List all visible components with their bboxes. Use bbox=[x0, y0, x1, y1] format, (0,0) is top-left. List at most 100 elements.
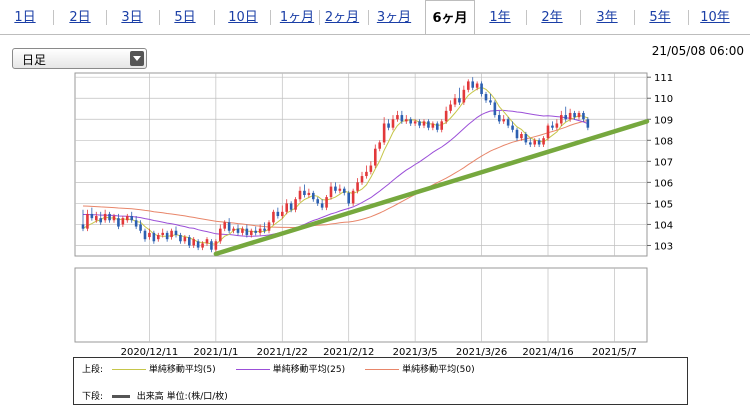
period-select[interactable]: 日足 bbox=[12, 48, 147, 69]
candle-body bbox=[475, 83, 479, 88]
candle-body bbox=[524, 134, 528, 143]
legend-swatch bbox=[111, 369, 146, 370]
candle-body bbox=[192, 239, 196, 246]
candle-body bbox=[365, 171, 368, 177]
candle-body bbox=[546, 125, 550, 139]
candle-body bbox=[418, 121, 421, 126]
candle-body bbox=[444, 110, 448, 122]
tab-3[interactable]: 3日 bbox=[121, 10, 143, 25]
tab-separator bbox=[579, 10, 581, 25]
candle-body bbox=[218, 228, 222, 242]
legend-lower-label: 下段: bbox=[82, 392, 104, 402]
candle-body bbox=[289, 203, 293, 210]
x-tick-label: 2021/3/5 bbox=[393, 347, 438, 358]
candle-body bbox=[117, 218, 120, 227]
candle-body bbox=[276, 211, 280, 217]
tab-1[interactable]: 1日 bbox=[14, 10, 36, 25]
tab-10[interactable]: 1年 bbox=[489, 10, 511, 25]
legend-item: 単純移動平均(5) bbox=[106, 362, 216, 375]
candle-body bbox=[338, 188, 342, 191]
candle-body bbox=[196, 241, 200, 248]
candle-body bbox=[520, 134, 523, 139]
tab-7[interactable]: 2ヶ月 bbox=[324, 10, 360, 25]
tab-9[interactable]: 6ヶ月 bbox=[425, 0, 475, 34]
tab-separator bbox=[52, 10, 54, 25]
y-tick-label: 108 bbox=[654, 136, 673, 147]
x-tick-label: 2021/1/22 bbox=[257, 347, 308, 358]
candle-body bbox=[325, 197, 328, 208]
candle-body bbox=[387, 123, 390, 128]
candle-body bbox=[502, 119, 506, 122]
candle-body bbox=[134, 220, 138, 227]
candle-body bbox=[183, 237, 187, 242]
tab-6[interactable]: 1ヶ月 bbox=[279, 10, 315, 25]
x-tick-label: 2020/12/11 bbox=[121, 347, 179, 358]
tab-12[interactable]: 3年 bbox=[596, 10, 618, 25]
tab-separator bbox=[319, 10, 320, 25]
candle-body bbox=[81, 224, 85, 229]
tab-13[interactable]: 5年 bbox=[649, 10, 671, 25]
candle-body bbox=[232, 228, 235, 231]
legend: 上段: 単純移動平均(5) 単純移動平均(25) 単純移動平均(50) 下段: 出来… bbox=[73, 357, 688, 405]
candle-body bbox=[152, 232, 156, 242]
legend-swatch bbox=[235, 369, 270, 370]
candle-body bbox=[86, 213, 89, 229]
candle-body bbox=[435, 123, 439, 130]
candle-body bbox=[431, 123, 435, 128]
period-tabs: 1日 2日 3日 5日 10日 1ヶ月 2ヶ月 3ヶ月 6ヶ月 1年 2年 3年 5年 10年 bbox=[0, 0, 750, 35]
tab-8[interactable]: 3ヶ月 bbox=[376, 10, 412, 25]
candle-body bbox=[311, 192, 315, 200]
candle-body bbox=[378, 142, 382, 149]
chevron-down-icon[interactable] bbox=[130, 51, 144, 66]
candle-body bbox=[210, 241, 213, 250]
tab-4[interactable]: 5日 bbox=[174, 10, 196, 25]
candle-body bbox=[249, 230, 253, 235]
trendline bbox=[213, 119, 650, 257]
candle-body bbox=[440, 121, 444, 130]
candle-body bbox=[280, 211, 284, 217]
price-panel-frame bbox=[74, 72, 648, 257]
timestamp: 21/05/08 06:00 bbox=[651, 44, 744, 58]
candle-body bbox=[484, 94, 488, 101]
candle-body bbox=[143, 230, 147, 240]
tab-5[interactable]: 10日 bbox=[228, 10, 258, 25]
candle-body bbox=[148, 232, 151, 238]
volume-panel-frame bbox=[74, 267, 648, 343]
candle-body bbox=[537, 140, 541, 145]
tab-separator bbox=[687, 10, 689, 25]
tab-separator bbox=[158, 10, 160, 25]
candle-body bbox=[94, 216, 98, 221]
legend-volume-label: 出来高 単位:(株/口/枚) bbox=[136, 392, 228, 402]
legend-upper-row: 上段: 単純移動平均(5) 単純移動平均(25) 単純移動平均(50) bbox=[82, 362, 489, 375]
legend-item-label: 単純移動平均(50) bbox=[402, 365, 475, 375]
tab-2[interactable]: 2日 bbox=[69, 10, 91, 25]
y-tick-label: 110 bbox=[654, 94, 673, 105]
candle-body bbox=[90, 213, 94, 219]
tab-14[interactable]: 10年 bbox=[700, 10, 730, 25]
candle-body bbox=[493, 102, 497, 116]
candle-body bbox=[165, 232, 169, 240]
candle-body bbox=[125, 216, 129, 221]
y-tick-label: 105 bbox=[654, 199, 673, 210]
tab-separator bbox=[270, 10, 271, 25]
candle-body bbox=[307, 192, 311, 195]
candle-body bbox=[373, 148, 377, 166]
candle-body bbox=[458, 98, 461, 103]
candle-body bbox=[245, 228, 249, 235]
candle-body bbox=[223, 222, 227, 229]
tab-separator bbox=[213, 10, 215, 25]
candle-body bbox=[573, 112, 576, 118]
candle-body bbox=[156, 234, 160, 240]
candle-body bbox=[382, 123, 386, 143]
candle-body bbox=[497, 115, 501, 122]
candle-body bbox=[528, 142, 532, 145]
x-tick-label: 2021/2/12 bbox=[323, 347, 374, 358]
y-tick-label: 111 bbox=[654, 73, 673, 84]
candle-body bbox=[422, 121, 426, 126]
candle-body bbox=[511, 125, 514, 130]
tab-11[interactable]: 2年 bbox=[541, 10, 563, 25]
candle-body bbox=[555, 123, 559, 128]
x-tick-label: 2021/4/16 bbox=[522, 347, 573, 358]
candle-body bbox=[254, 230, 258, 233]
